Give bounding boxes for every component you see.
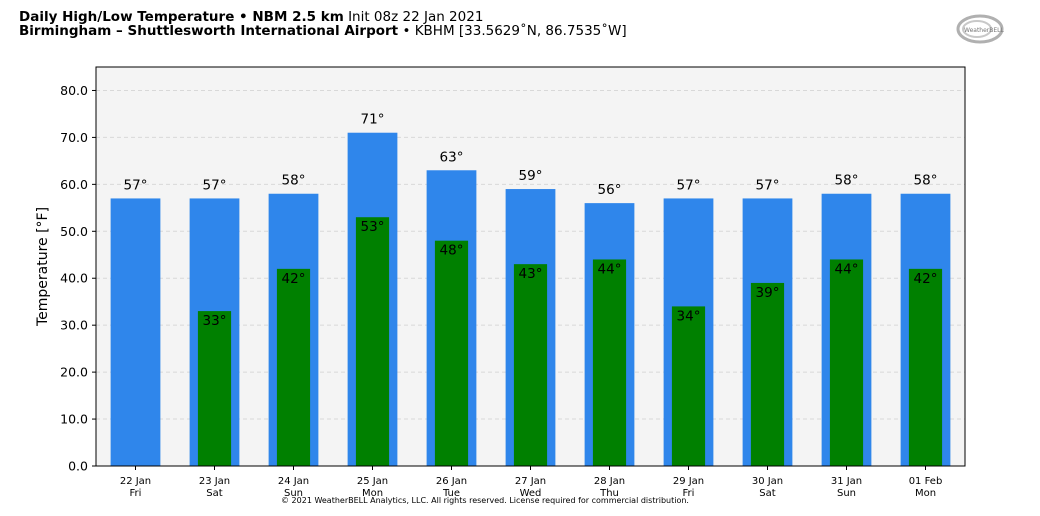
station-info: • KBHM [33.5629˚N, 86.7535˚W] <box>402 23 627 39</box>
bars: 57° 57° 33° 58° 42° 71° 53° 63° 48° 59° 43° 56° 44° 5… <box>110 112 951 467</box>
y-tick-label: 0.0 <box>68 459 88 474</box>
low-temp-label: 42° <box>914 271 938 287</box>
high-temp-label: 56° <box>598 182 622 198</box>
x-tick-date: 26 Jan <box>436 476 467 487</box>
x-tick-day: Sun <box>284 488 303 499</box>
logo-text: WeatherBELL <box>964 27 1005 34</box>
x-tick-date: 23 Jan <box>199 476 230 487</box>
low-temp-label: 42° <box>282 271 306 287</box>
low-temp-label: 53° <box>361 219 385 235</box>
low-temp-bar <box>592 259 627 466</box>
x-tick-date: 30 Jan <box>752 476 783 487</box>
chart-title-text: Daily High/Low Temperature • NBM 2.5 km <box>19 9 344 25</box>
x-tick-day: Sun <box>837 488 856 499</box>
low-temp-bar <box>434 240 469 466</box>
high-temp-label: 63° <box>440 149 464 165</box>
low-temp-bar <box>908 268 943 466</box>
x-tick-day: Tue <box>442 488 460 499</box>
low-temp-label: 39° <box>756 285 780 301</box>
high-temp-label: 57° <box>677 177 701 193</box>
location-name: Birmingham – Shuttlesworth International… <box>19 23 399 39</box>
chart-title: Daily High/Low Temperature • NBM 2.5 km … <box>19 9 483 25</box>
x-tick-date: 25 Jan <box>357 476 388 487</box>
y-tick-label: 20.0 <box>60 365 88 380</box>
x-tick-date: 29 Jan <box>673 476 704 487</box>
high-temp-label: 59° <box>519 168 543 184</box>
y-tick-label: 60.0 <box>60 177 88 192</box>
low-temp-bar <box>829 259 864 466</box>
x-tick-date: 27 Jan <box>515 476 546 487</box>
x-tick-day: Wed <box>520 488 542 499</box>
y-tick-label: 40.0 <box>60 271 88 286</box>
chart-subtitle: Birmingham – Shuttlesworth International… <box>19 23 627 39</box>
copyright-notice: © 2021 WeatherBELL Analytics, LLC. All r… <box>281 496 689 505</box>
low-temp-bar <box>276 268 311 466</box>
x-tick-day: Sat <box>206 488 222 499</box>
x-tick-date: 31 Jan <box>831 476 862 487</box>
x-tick-date: 01 Feb <box>909 476 943 487</box>
y-axis: 0.0 10.0 20.0 30.0 40.0 50.0 60.0 70.0 80.0 <box>60 83 96 474</box>
weatherbell-logo: WeatherBELL <box>956 13 1018 47</box>
y-tick-label: 50.0 <box>60 224 88 239</box>
plot-frame <box>95 66 966 467</box>
y-tick-label: 80.0 <box>60 83 88 98</box>
high-temp-bar <box>110 198 161 466</box>
low-temp-bar <box>513 264 548 466</box>
low-temp-bar <box>197 311 232 466</box>
low-temp-label: 44° <box>835 261 859 277</box>
high-temp-label: 71° <box>361 112 385 128</box>
x-tick-day: Fri <box>130 488 142 499</box>
low-temp-label: 48° <box>440 243 464 259</box>
x-tick-day: Thu <box>599 488 619 499</box>
x-tick-day: Mon <box>362 488 383 499</box>
low-temp-label: 44° <box>598 261 622 277</box>
low-temp-bar <box>671 306 706 466</box>
low-temp-bar <box>355 217 390 466</box>
x-tick-date: 28 Jan <box>594 476 625 487</box>
x-tick-date: 22 Jan <box>120 476 151 487</box>
low-temp-bar <box>750 282 785 466</box>
x-tick-date: 24 Jan <box>278 476 309 487</box>
y-tick-label: 10.0 <box>60 412 88 427</box>
y-axis-label: Temperature [°F] <box>35 207 51 327</box>
high-temp-label: 58° <box>282 173 306 189</box>
low-temp-label: 33° <box>203 313 227 329</box>
high-temp-label: 57° <box>124 177 148 193</box>
x-tick-day: Mon <box>915 488 936 499</box>
high-temp-label: 57° <box>756 177 780 193</box>
low-temp-label: 43° <box>519 266 543 282</box>
high-temp-label: 58° <box>914 173 938 189</box>
high-temp-label: 57° <box>203 177 227 193</box>
y-tick-label: 30.0 <box>60 318 88 333</box>
init-time: Init 08z 22 Jan 2021 <box>348 9 484 25</box>
x-tick-day: Sat <box>759 488 775 499</box>
high-temp-label: 58° <box>835 173 859 189</box>
y-tick-label: 70.0 <box>60 130 88 145</box>
low-temp-label: 34° <box>677 308 701 324</box>
x-tick-day: Fri <box>683 488 695 499</box>
